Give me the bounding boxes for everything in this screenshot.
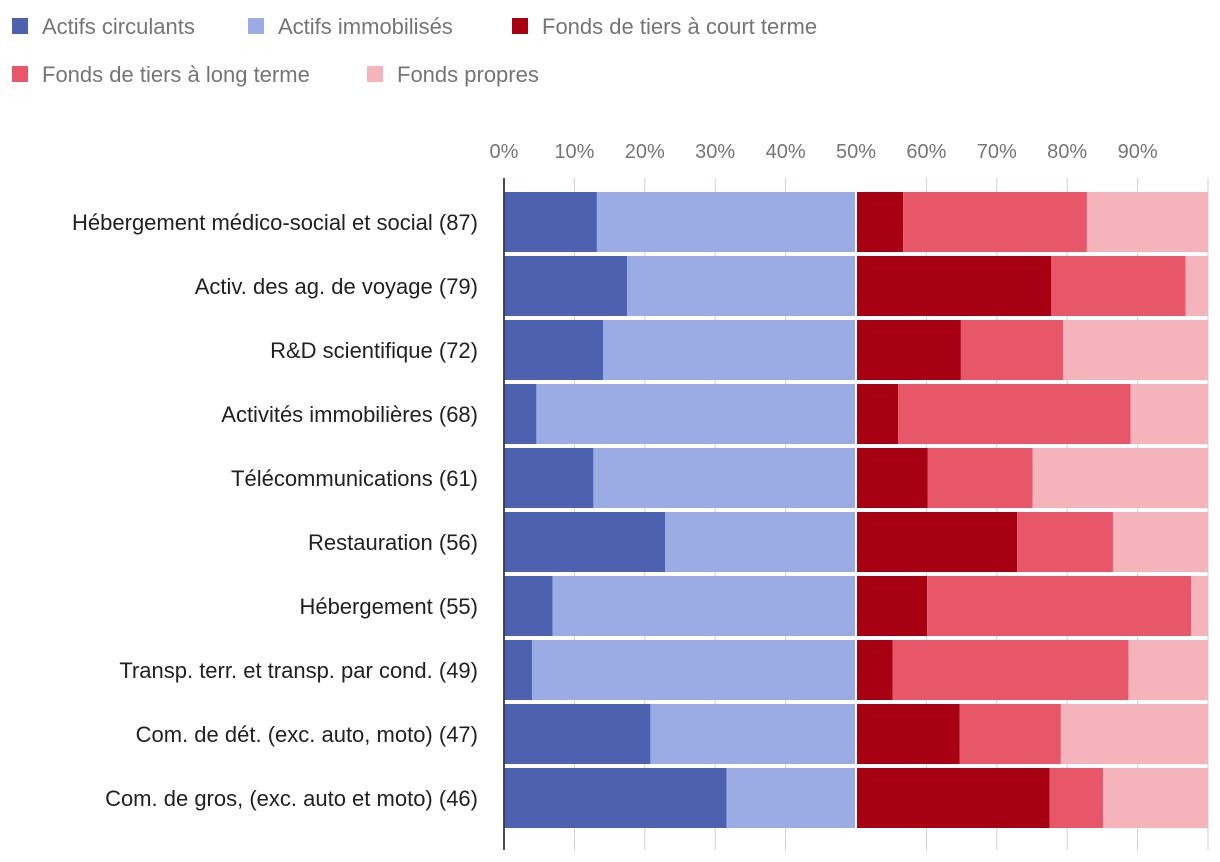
bar-segment <box>903 192 1087 252</box>
legend-item: Actifs circulants <box>12 14 195 39</box>
legend-item: Fonds de tiers à long terme <box>12 62 310 87</box>
bar-segment <box>504 512 666 572</box>
legend-label: Actifs immobilisés <box>278 14 453 39</box>
category-label: Restauration (56) <box>308 530 478 555</box>
x-tick-label: 50% <box>836 141 876 163</box>
bar-segment <box>1060 704 1208 764</box>
bar-segment <box>1051 256 1186 316</box>
bars <box>504 192 1208 828</box>
legend: Actifs circulants Actifs immobilisés Fonds… <box>12 14 817 87</box>
bar-segment <box>504 192 597 252</box>
bar-segment <box>856 640 893 700</box>
bar-segment <box>593 448 856 508</box>
bar-segment <box>504 448 594 508</box>
bar-segment <box>504 320 604 380</box>
bar-segment <box>1049 768 1104 828</box>
bar-segment <box>603 320 856 380</box>
bar-segment <box>927 576 1192 636</box>
bar-segment <box>1086 192 1208 252</box>
legend-swatch <box>12 18 28 34</box>
bar-segment <box>1128 640 1208 700</box>
bar-segment <box>856 256 1052 316</box>
bar-segment <box>856 384 899 444</box>
x-tick-label: 10% <box>554 141 594 163</box>
bar-segment <box>504 576 553 636</box>
legend-swatch <box>367 66 383 82</box>
x-tick-label: 60% <box>906 141 946 163</box>
bar-segment <box>927 448 1033 508</box>
legend-label: Fonds de tiers à long terme <box>42 62 310 87</box>
bar-segment <box>1112 512 1208 572</box>
legend-label: Fonds propres <box>397 62 539 87</box>
category-labels: Hébergement médico-social et social (87)… <box>72 210 478 811</box>
bar-segment <box>532 640 856 700</box>
bar-segment <box>892 640 1129 700</box>
bar-segment <box>856 576 928 636</box>
bar-segment <box>650 704 856 764</box>
legend-item: Fonds de tiers à court terme <box>512 14 817 39</box>
bar-segment <box>856 768 1050 828</box>
category-label: Télécommunications (61) <box>231 466 478 491</box>
bar-segment <box>959 704 1061 764</box>
bar-segment <box>1191 576 1208 636</box>
category-label: R&D scientifique (72) <box>270 338 478 363</box>
bar-segment <box>1032 448 1208 508</box>
x-tick-label: 80% <box>1047 141 1087 163</box>
bar-segment <box>627 256 856 316</box>
legend-swatch <box>12 66 28 82</box>
x-axis-ticks: 0% 10% 20% 30% 40% 50% 60% 70% 80% 90% <box>490 141 1158 163</box>
legend-swatch <box>512 18 528 34</box>
bar-segment <box>504 704 651 764</box>
x-tick-label: 90% <box>1118 141 1158 163</box>
x-tick-label: 40% <box>766 141 806 163</box>
bar-segment <box>856 192 904 252</box>
legend-label: Actifs circulants <box>42 14 195 39</box>
legend-item: Fonds propres <box>367 62 539 87</box>
legend-swatch <box>248 18 264 34</box>
category-label: Hébergement (55) <box>299 594 478 619</box>
bar-segment <box>1130 384 1208 444</box>
bar-segment <box>665 512 856 572</box>
bar-segment <box>856 320 961 380</box>
bar-segment <box>1185 256 1208 316</box>
bar-segment <box>856 512 1018 572</box>
bar-segment <box>504 384 537 444</box>
bar-segment <box>960 320 1063 380</box>
category-label: Com. de dét. (exc. auto, moto) (47) <box>136 722 478 747</box>
category-label: Activités immobilières (68) <box>221 402 478 427</box>
category-label: Hébergement médico-social et social (87) <box>72 210 478 235</box>
category-label: Activ. des ag. de voyage (79) <box>195 274 478 299</box>
bar-segment <box>856 704 960 764</box>
x-tick-label: 70% <box>977 141 1017 163</box>
bar-segment <box>726 768 856 828</box>
legend-item: Actifs immobilisés <box>248 14 453 39</box>
bar-segment <box>1103 768 1208 828</box>
bar-segment <box>536 384 856 444</box>
bar-segment <box>596 192 856 252</box>
x-tick-label: 20% <box>625 141 665 163</box>
bar-segment <box>898 384 1131 444</box>
bar-separators <box>503 178 857 850</box>
bar-segment <box>504 256 628 316</box>
category-label: Com. de gros, (exc. auto et moto) (46) <box>105 786 478 811</box>
x-tick-label: 0% <box>490 141 519 163</box>
bar-segment <box>1062 320 1208 380</box>
bar-segment <box>504 768 727 828</box>
x-tick-label: 30% <box>695 141 735 163</box>
legend-label: Fonds de tiers à court terme <box>542 14 817 39</box>
bar-segment <box>504 640 533 700</box>
category-label: Transp. terr. et transp. par cond. (49) <box>119 658 478 683</box>
bar-segment <box>552 576 856 636</box>
bar-segment <box>856 448 928 508</box>
bar-segment <box>1017 512 1113 572</box>
